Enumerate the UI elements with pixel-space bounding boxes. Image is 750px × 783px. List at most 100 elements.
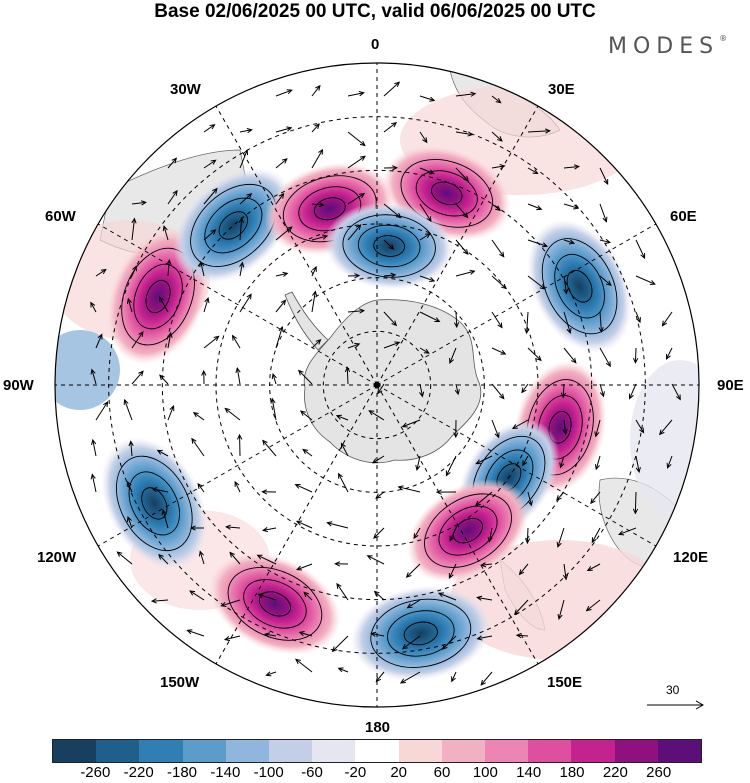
- wind-vector: [632, 491, 639, 515]
- wind-vector: [337, 667, 349, 673]
- positive-anomaly-4: [407, 479, 529, 583]
- wind-vector: [556, 491, 565, 501]
- colorbar-segment: [182, 740, 226, 762]
- wind-vector: [383, 311, 398, 327]
- wind-vector: [635, 419, 645, 434]
- wind-vector: [275, 271, 289, 277]
- wind-vector: [191, 437, 205, 457]
- colorbar-segment: [225, 740, 270, 762]
- wind-vector: [223, 635, 241, 642]
- latitude-circle: [322, 330, 432, 440]
- wind-vector: [297, 369, 313, 385]
- wind-vector: [161, 509, 169, 529]
- wind-vector: [197, 482, 205, 493]
- colorbar-tick-label: 220: [602, 764, 628, 781]
- wind-vector: [590, 491, 601, 505]
- wind-vector: [91, 438, 97, 457]
- wind-vector: [311, 202, 325, 208]
- wind-vector: [131, 200, 147, 206]
- wind-vector: [123, 398, 133, 421]
- wind-vector: [449, 347, 457, 365]
- wind-vector: [599, 167, 609, 186]
- wind-vector: [239, 128, 253, 134]
- wind-vector: [585, 599, 601, 612]
- lon-label-90w: 90W: [3, 377, 34, 394]
- wind-vector: [131, 217, 137, 241]
- colorbar: [52, 739, 702, 763]
- wind-vector: [150, 598, 169, 604]
- colorbar-tick-label: -100: [253, 764, 284, 781]
- wind-vector: [347, 91, 365, 97]
- wind-vector: [658, 419, 673, 436]
- height-contour: [190, 183, 277, 268]
- colorbar-tick-label: -60: [301, 764, 323, 781]
- wind-vector: [295, 520, 313, 529]
- wind-vector: [189, 590, 205, 601]
- map-disc: [55, 63, 699, 707]
- wind-vector: [95, 268, 107, 277]
- wind-vector: [455, 269, 476, 277]
- wind-vector: [203, 187, 218, 205]
- wind-vector: [239, 261, 245, 277]
- wind-vector: [618, 527, 637, 536]
- lon-label-30e: 30E: [548, 81, 575, 98]
- wind-vector: [401, 635, 421, 650]
- wind-vector: [383, 121, 398, 133]
- wind-vector: [90, 473, 97, 493]
- wind-vector: [231, 334, 241, 349]
- wind-vector: [419, 167, 435, 175]
- wind-vector: [455, 91, 477, 97]
- colorbar-tick-label: 100: [472, 764, 498, 781]
- height-contour: [370, 598, 472, 668]
- wind-vector: [156, 449, 169, 457]
- wind-vector: [90, 368, 97, 385]
- wind-vector: [294, 483, 313, 493]
- wind-vector: [415, 455, 421, 472]
- wind-vector: [419, 95, 436, 102]
- wind-vector: [419, 275, 436, 283]
- wind-vector: [491, 311, 503, 329]
- wind-vector: [261, 489, 277, 495]
- wind-vector: [257, 593, 277, 601]
- lon-label-0: 0: [371, 36, 380, 53]
- wind-vector: [224, 407, 241, 421]
- wind-vector: [383, 341, 401, 349]
- wind-vector: [338, 472, 349, 493]
- meridian-line: [215, 105, 378, 386]
- wind-vector: [527, 275, 546, 290]
- wind-vector: [275, 325, 284, 349]
- lon-label-150e: 150E: [547, 674, 583, 691]
- wind-vector: [270, 397, 277, 421]
- wind-vector: [419, 383, 425, 398]
- wind-vector: [239, 192, 253, 205]
- wind-vector: [563, 239, 576, 245]
- colorbar-tick-label: -260: [80, 764, 111, 781]
- wind-vector: [383, 81, 401, 97]
- wind-vector: [518, 563, 529, 576]
- wind-vector: [491, 347, 507, 355]
- wind-vector: [234, 480, 241, 493]
- wind-vector: [586, 563, 601, 572]
- wind-vector: [347, 131, 366, 147]
- wind-vector: [131, 331, 144, 349]
- wind-vector: [167, 157, 178, 169]
- wind-vector: [591, 527, 601, 544]
- negative-anomaly-9: [173, 167, 294, 283]
- wind-vector: [90, 301, 97, 313]
- wind-vector: [635, 239, 646, 260]
- wind-vector: [560, 383, 567, 399]
- wind-vector: [237, 433, 243, 457]
- colorbar-tick-label: 140: [516, 764, 542, 781]
- wind-vector: [303, 591, 313, 601]
- wind-vector: [263, 632, 277, 638]
- wind-vector: [275, 299, 287, 313]
- negative-anomaly-7: [101, 437, 208, 570]
- wind-vector: [599, 347, 611, 368]
- meridian-line: [376, 105, 539, 386]
- lon-label-150w: 150W: [160, 674, 200, 691]
- height-contour: [357, 224, 421, 268]
- wind-vector: [256, 554, 277, 565]
- wind-vector: [527, 128, 551, 134]
- height-contour: [243, 579, 307, 629]
- modes-logo: MODES®: [608, 34, 727, 59]
